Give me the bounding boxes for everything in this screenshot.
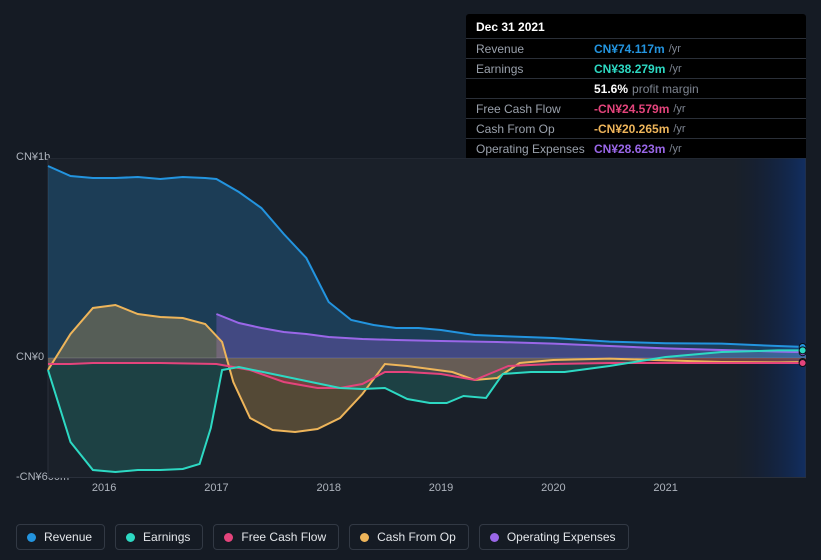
tooltip-row: RevenueCN¥74.117m/yr — [466, 39, 806, 59]
tooltip-row: EarningsCN¥38.279m/yr — [466, 59, 806, 79]
legend-item-cfo[interactable]: Cash From Op — [349, 524, 469, 550]
tooltip-row: Operating ExpensesCN¥28.623m/yr — [466, 139, 806, 158]
chart-plot-area[interactable] — [16, 158, 806, 478]
legend-label: Operating Expenses — [507, 530, 616, 544]
x-tick-label: 2017 — [204, 482, 228, 494]
chart-container: Dec 31 2021 RevenueCN¥74.117m/yrEarnings… — [0, 0, 821, 560]
legend-dot-icon — [126, 533, 135, 542]
legend: Revenue Earnings Free Cash Flow Cash From O… — [16, 524, 629, 550]
legend-dot-icon — [224, 533, 233, 542]
x-tick-label: 2016 — [92, 482, 116, 494]
legend-item-earnings[interactable]: Earnings — [115, 524, 203, 550]
legend-dot-icon — [490, 533, 499, 542]
tooltip-date: Dec 31 2021 — [466, 18, 806, 39]
x-tick-label: 2018 — [316, 482, 340, 494]
legend-item-opex[interactable]: Operating Expenses — [479, 524, 629, 550]
legend-label: Free Cash Flow — [241, 530, 326, 544]
x-axis: 2016 2017 2018 2019 2020 2021 — [16, 482, 806, 498]
tooltip-row: Cash From Op-CN¥20.265m/yr — [466, 119, 806, 139]
tooltip-row: Free Cash Flow-CN¥24.579m/yr — [466, 99, 806, 119]
legend-label: Earnings — [143, 530, 190, 544]
x-tick-label: 2021 — [653, 482, 677, 494]
legend-item-revenue[interactable]: Revenue — [16, 524, 105, 550]
x-tick-label: 2020 — [541, 482, 565, 494]
x-tick-label: 2019 — [429, 482, 453, 494]
hover-tooltip: Dec 31 2021 RevenueCN¥74.117m/yrEarnings… — [466, 14, 806, 162]
legend-dot-icon — [27, 533, 36, 542]
legend-dot-icon — [360, 533, 369, 542]
legend-item-fcf[interactable]: Free Cash Flow — [213, 524, 339, 550]
tooltip-row: 51.6%profit margin — [466, 79, 806, 99]
legend-label: Cash From Op — [377, 530, 456, 544]
legend-label: Revenue — [44, 530, 92, 544]
